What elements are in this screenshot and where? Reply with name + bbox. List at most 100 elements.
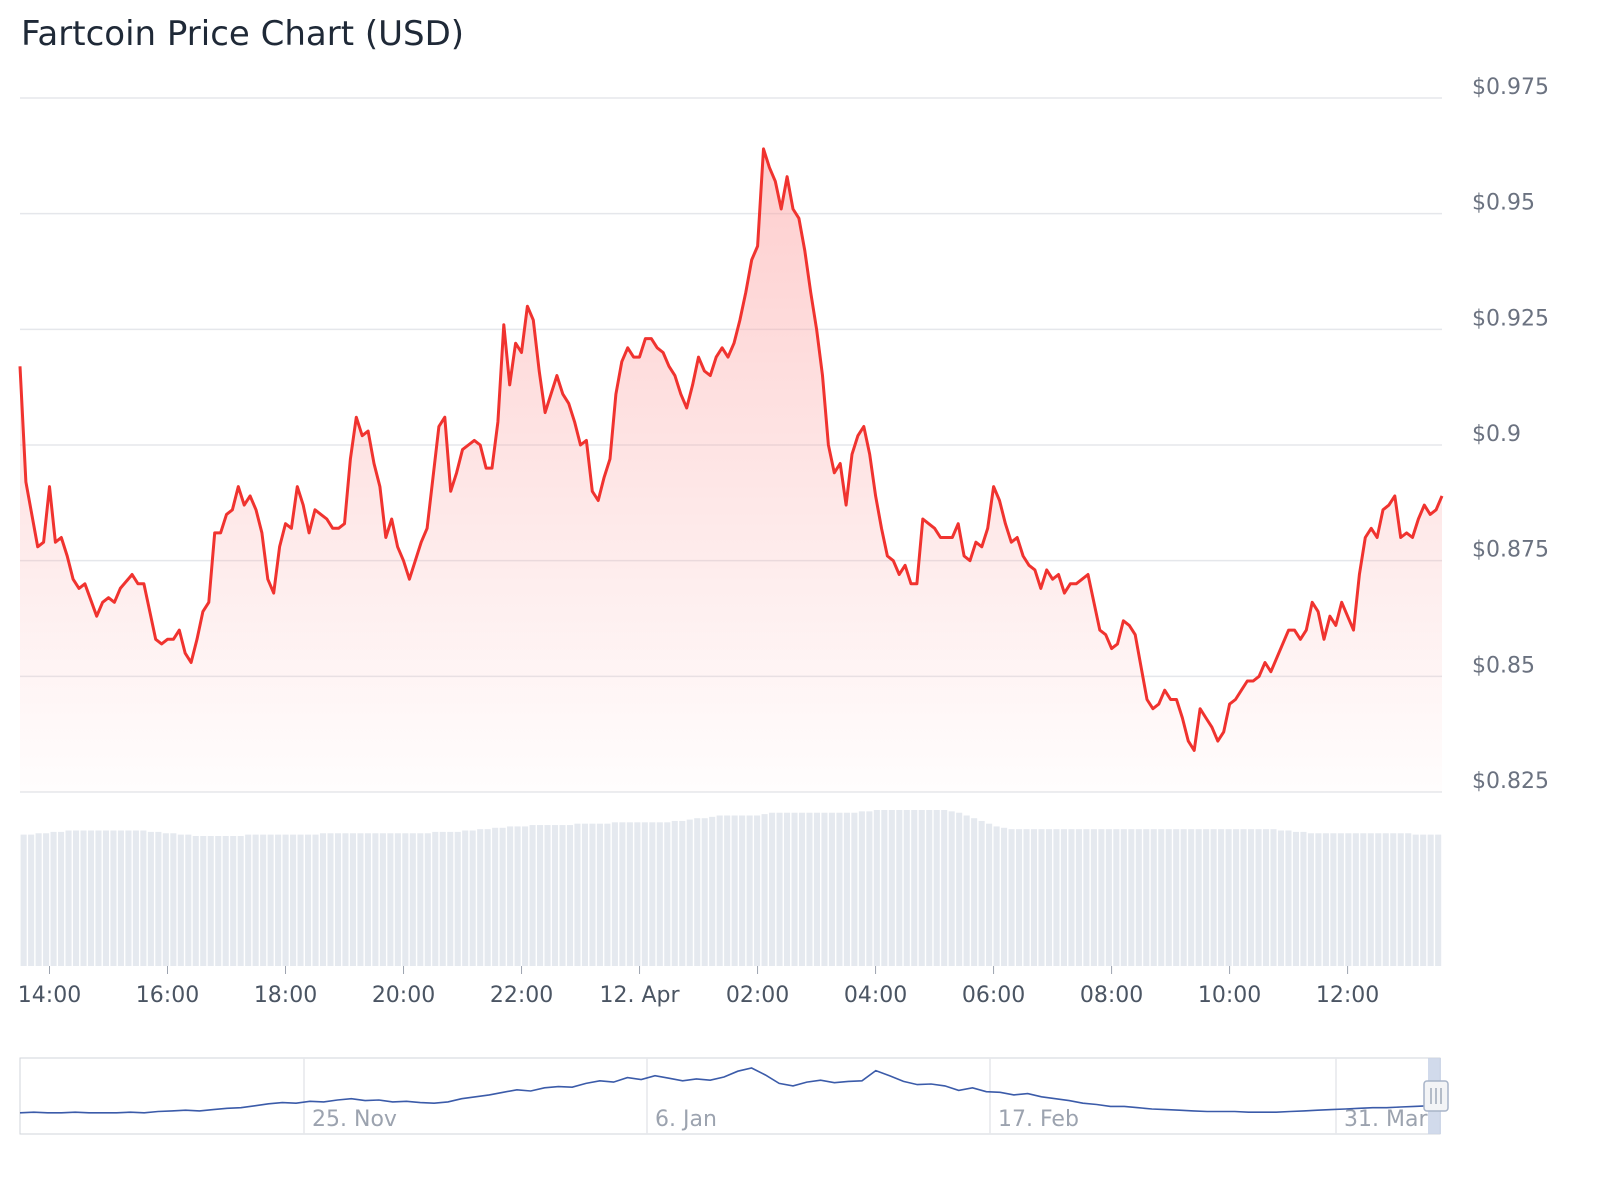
volume-bar xyxy=(35,833,42,966)
volume-bar xyxy=(611,822,618,966)
volume-bar xyxy=(1075,829,1082,966)
volume-bar xyxy=(724,815,731,966)
volume-bar xyxy=(477,829,484,966)
volume-bar xyxy=(117,830,124,966)
x-tick-label[interactable]: 06:00 xyxy=(962,983,1025,1008)
volume-bar xyxy=(694,818,701,966)
volume-bar xyxy=(424,833,431,966)
volume-bar xyxy=(305,834,312,966)
x-tick-label[interactable]: 04:00 xyxy=(844,983,907,1008)
volume-bar xyxy=(1158,829,1165,966)
volume-bar xyxy=(507,826,514,966)
volume-bar xyxy=(1090,829,1097,966)
volume-bar xyxy=(222,836,229,966)
volume-bar xyxy=(1045,829,1053,966)
volume-bar xyxy=(1412,834,1419,966)
volume-bar xyxy=(888,810,895,966)
volume-bar xyxy=(1233,829,1240,966)
y-axis: $0.975 $0.95 $0.925 $0.9 $0.875 $0.85 $0.825 xyxy=(1472,75,1549,794)
volume-bar xyxy=(1030,829,1038,966)
volume-bar xyxy=(1203,829,1210,966)
volume-bar xyxy=(739,815,746,966)
x-tick-label[interactable]: 22:00 xyxy=(490,983,553,1008)
volume-bar xyxy=(252,834,259,966)
volume-bar xyxy=(282,834,289,966)
volume-bar xyxy=(80,830,87,966)
volume-bar xyxy=(649,822,656,966)
x-tick-label[interactable]: 02:00 xyxy=(726,983,789,1008)
volume-bar xyxy=(95,830,102,966)
volume-bar xyxy=(1180,829,1187,966)
volume-bar xyxy=(1240,829,1247,966)
volume-bar xyxy=(230,836,237,966)
volume-bar xyxy=(641,822,648,966)
x-axis[interactable]: 14:00 16:00 18:00 20:00 22:00 12. Apr 02:00 04:… xyxy=(18,966,1379,1008)
x-tick-label[interactable]: 16:00 xyxy=(136,983,199,1008)
volume-bar xyxy=(761,814,768,966)
volume-bar xyxy=(1173,829,1180,966)
volume-bar xyxy=(50,831,57,966)
navigator-frame xyxy=(19,1057,1441,1135)
volume-bar xyxy=(132,830,139,966)
volume-bar xyxy=(1307,833,1314,966)
volume-bar xyxy=(626,822,633,966)
volume-bar xyxy=(619,822,626,966)
navigator[interactable]: 25. Nov 6. Jan 17. Feb 31. Mar xyxy=(19,1057,1449,1135)
volume-bar xyxy=(664,822,671,966)
x-tick-label[interactable]: 12. Apr xyxy=(600,983,681,1008)
volume-bar xyxy=(1068,829,1075,966)
navigator-label: 31. Mar xyxy=(1344,1107,1428,1132)
volume-bar xyxy=(836,812,843,966)
volume-bar xyxy=(1016,829,1023,966)
volume-bar xyxy=(1113,829,1120,966)
navigator-handle[interactable] xyxy=(1423,1080,1449,1112)
volume-bar xyxy=(1023,829,1030,966)
navigator-labels: 25. Nov 6. Jan 17. Feb 31. Mar xyxy=(303,1058,1428,1134)
volume-bar xyxy=(1225,829,1232,966)
x-tick-label[interactable]: 10:00 xyxy=(1198,983,1261,1008)
volume-bar xyxy=(926,810,933,966)
volume-bar xyxy=(776,812,783,966)
volume-bar xyxy=(290,834,297,966)
volume-bar xyxy=(387,833,394,966)
volume-bar xyxy=(783,812,791,966)
volume-bar xyxy=(589,823,596,966)
volume-bar xyxy=(417,833,424,966)
volume-bar xyxy=(102,830,110,966)
volume-bar xyxy=(1135,829,1142,966)
volume-bar xyxy=(215,836,222,966)
volume-bar xyxy=(604,823,611,966)
volume-bar xyxy=(140,830,147,966)
volume-bar xyxy=(1345,833,1352,966)
volume-bar xyxy=(866,811,873,966)
volume-bar xyxy=(1188,829,1195,966)
x-tick-label[interactable]: 12:00 xyxy=(1316,983,1379,1008)
volume-bar xyxy=(559,825,566,966)
volume-bar xyxy=(87,830,95,966)
x-tick-label[interactable]: 14:00 xyxy=(18,983,81,1008)
volume-bar xyxy=(948,811,955,966)
volume-bar xyxy=(754,815,761,966)
volume-bar xyxy=(72,830,80,966)
volume-bar xyxy=(327,833,334,966)
volume-bar xyxy=(499,827,506,966)
volume-bar xyxy=(1352,833,1359,966)
y-tick-label: $0.925 xyxy=(1472,306,1549,331)
navigator-label: 25. Nov xyxy=(312,1107,397,1132)
volume-bar xyxy=(484,829,491,966)
volume-bar xyxy=(275,834,282,966)
volume-bar xyxy=(1420,834,1427,966)
volume-bar xyxy=(1292,831,1299,966)
x-tick-label[interactable]: 18:00 xyxy=(254,983,317,1008)
volume-bar xyxy=(1390,833,1397,966)
x-tick-label[interactable]: 20:00 xyxy=(372,983,435,1008)
x-tick-label[interactable]: 08:00 xyxy=(1080,983,1143,1008)
volume-bar xyxy=(896,810,903,966)
volume-bar xyxy=(349,833,356,966)
volume-bar xyxy=(379,833,386,966)
volume-bar xyxy=(245,834,252,966)
volume-bar xyxy=(267,834,274,966)
volume-bar xyxy=(454,831,461,966)
price-area xyxy=(20,148,1442,792)
